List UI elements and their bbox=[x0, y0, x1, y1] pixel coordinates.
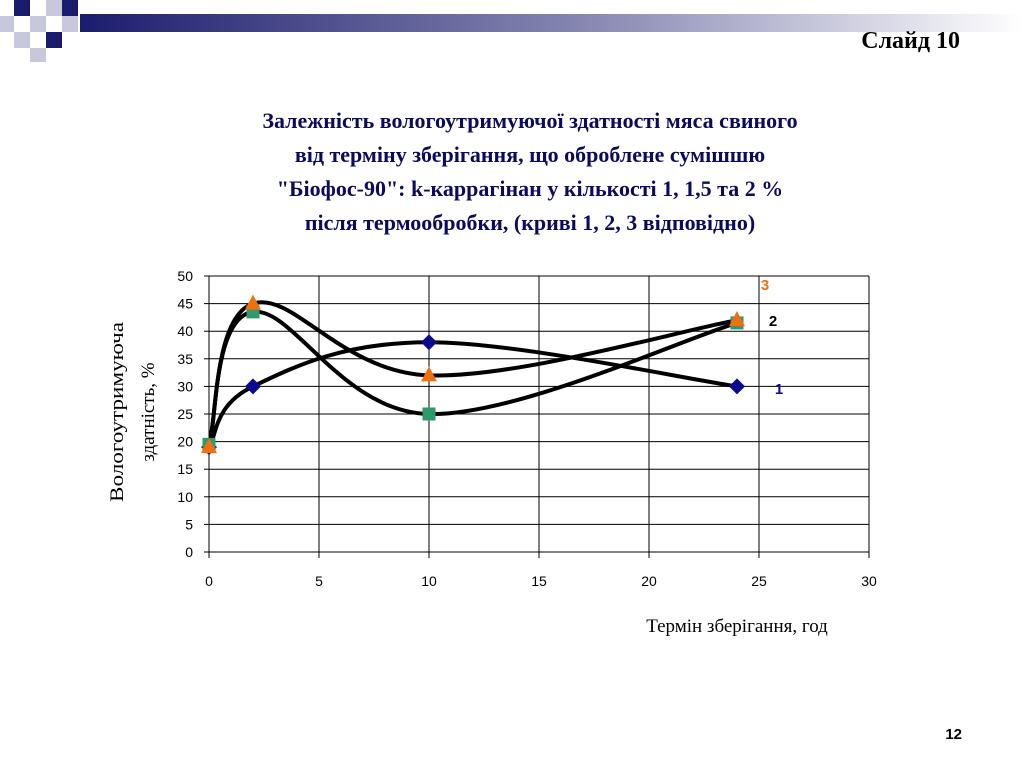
series-3-marker bbox=[245, 294, 261, 310]
series-1-marker bbox=[421, 334, 437, 351]
page-number: 12 bbox=[945, 726, 962, 743]
chart-title-line: після термообробки, (криві 1, 2, 3 відпо… bbox=[304, 210, 756, 235]
x-tick-label: 15 bbox=[531, 573, 547, 589]
y-axis-label: здатність, % bbox=[138, 362, 159, 461]
x-tick-label: 10 bbox=[421, 573, 437, 589]
y-tick-label: 5 bbox=[185, 516, 193, 532]
series-1-curve bbox=[207, 340, 739, 450]
series-1-label: 1 bbox=[775, 381, 783, 398]
series-3-marker bbox=[421, 366, 437, 382]
header-decoration bbox=[0, 0, 1024, 62]
y-tick-label: 0 bbox=[185, 544, 193, 560]
y-axis-label: Вологоутримуюча bbox=[107, 321, 128, 502]
x-tick-label: 20 bbox=[641, 573, 657, 589]
series-2-marker bbox=[422, 407, 436, 421]
y-tick-label: 15 bbox=[177, 461, 193, 477]
y-tick-label: 45 bbox=[177, 296, 193, 312]
series-3-marker bbox=[729, 311, 745, 327]
x-tick-label: 30 bbox=[861, 573, 877, 589]
series-1-marker bbox=[729, 378, 745, 395]
chart-title-line: Залежність вологоутримуючої здатності мя… bbox=[262, 108, 798, 133]
chart-title: Залежність вологоутримуючої здатності мя… bbox=[130, 104, 930, 240]
series-2-label: 2 bbox=[769, 313, 777, 330]
y-tick-label: 25 bbox=[177, 406, 193, 422]
y-tick-label: 20 bbox=[177, 434, 193, 450]
y-tick-label: 30 bbox=[177, 378, 193, 394]
series-1-marker bbox=[245, 378, 261, 395]
x-axis-label: Термін зберігання, год bbox=[646, 616, 828, 637]
slide-label: Слайд 10 bbox=[861, 28, 960, 54]
series-3-marker bbox=[201, 438, 217, 454]
y-tick-label: 50 bbox=[177, 268, 193, 284]
y-tick-label: 35 bbox=[177, 351, 193, 367]
series-3-curve bbox=[207, 300, 739, 450]
y-tick-label: 10 bbox=[177, 489, 193, 505]
series-3-label: 3 bbox=[761, 277, 769, 294]
x-tick-label: 5 bbox=[315, 573, 323, 589]
chart-title-line: від терміну зберігання, що оброблене сум… bbox=[294, 142, 766, 167]
chart-title-line: "Біофос-90": k-каррагінан у кількості 1,… bbox=[276, 176, 784, 201]
x-tick-label: 25 bbox=[751, 573, 767, 589]
x-tick-label: 0 bbox=[205, 573, 213, 589]
y-tick-label: 40 bbox=[177, 323, 193, 339]
